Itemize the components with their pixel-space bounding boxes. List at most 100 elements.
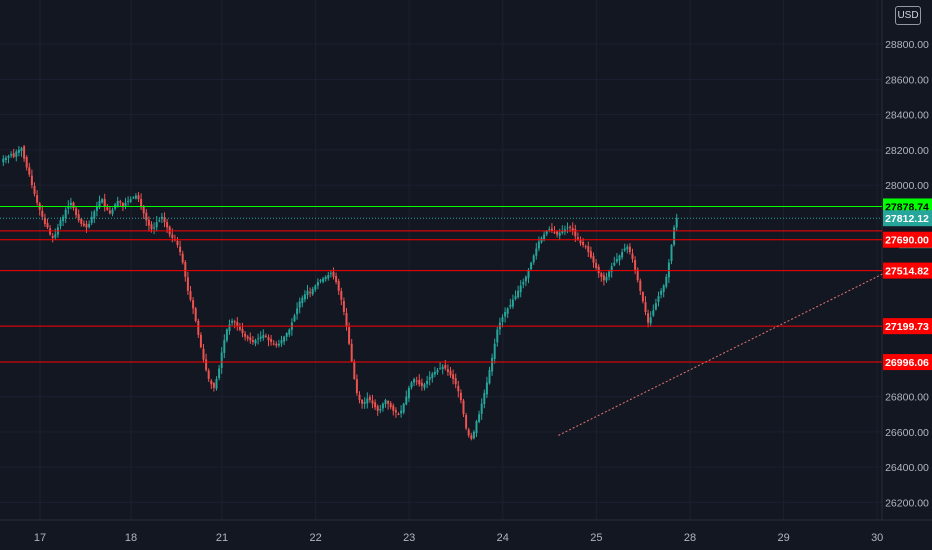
candle-body	[600, 273, 603, 277]
candle-body	[285, 333, 288, 337]
candle-body	[319, 280, 322, 282]
candle-body	[519, 285, 522, 293]
candle-body	[342, 301, 345, 312]
candle-body	[155, 222, 158, 228]
candle-body	[491, 357, 494, 372]
candle-body	[480, 403, 483, 414]
last-price-badge	[883, 210, 932, 227]
candle-body	[267, 337, 270, 341]
candle-body	[119, 201, 122, 203]
candle-body	[106, 207, 109, 210]
candle-body	[41, 210, 44, 217]
currency-button[interactable]: USD	[895, 6, 921, 25]
candle-body	[478, 414, 481, 422]
y-tick-label: 28600.00	[885, 74, 929, 86]
candle-body	[228, 324, 231, 331]
candle-body	[72, 202, 75, 208]
candle-body	[654, 303, 657, 310]
candle-body	[610, 266, 613, 272]
candle-body	[335, 275, 338, 283]
price-axis-panel[interactable]	[882, 0, 932, 520]
candle-body	[327, 274, 330, 279]
y-tick-label: 28800.00	[885, 39, 929, 51]
candle-body	[374, 402, 377, 408]
candle-body	[376, 406, 379, 411]
candle-body	[579, 240, 582, 244]
candle-body	[639, 280, 642, 291]
candle-body	[527, 269, 530, 278]
candle-body	[275, 343, 278, 346]
candle-body	[522, 282, 525, 285]
candle-body	[621, 252, 624, 258]
level-badge-text: 26996.06	[885, 357, 929, 369]
candle-body	[587, 246, 590, 253]
candle-body	[181, 253, 184, 263]
level-badge-text: 27690.00	[885, 235, 929, 247]
candle-body	[197, 320, 200, 335]
candle-body	[506, 308, 509, 314]
candle-body	[12, 153, 15, 157]
candle-body	[441, 366, 444, 370]
candle-body	[298, 301, 301, 308]
candle-body	[20, 148, 23, 151]
candle-body	[30, 175, 33, 186]
trendline-segment[interactable]	[558, 269, 892, 436]
candle-body	[145, 212, 148, 221]
candle-body	[410, 382, 413, 388]
candle-body	[496, 329, 499, 343]
candle-body	[457, 385, 460, 392]
candle-body	[337, 281, 340, 291]
x-tick-label: 22	[309, 532, 321, 544]
candle-body	[46, 222, 49, 228]
candle-body	[446, 368, 449, 372]
x-tick-label: 28	[684, 532, 696, 544]
candle-body	[280, 340, 283, 344]
candle-body	[532, 255, 535, 263]
candle-body	[236, 322, 239, 327]
candle-body	[574, 229, 577, 237]
candle-body	[345, 312, 348, 327]
candle-body	[415, 380, 418, 382]
candle-body	[140, 199, 143, 207]
candle-body	[475, 421, 478, 434]
candle-body	[626, 246, 629, 250]
candle-body	[257, 338, 260, 340]
candle-body	[124, 202, 127, 207]
candle-body	[244, 333, 247, 337]
candle-body	[363, 401, 366, 404]
candle-body	[192, 300, 195, 309]
candle-body	[428, 377, 431, 380]
candle-body	[101, 199, 104, 203]
candle-body	[225, 329, 228, 341]
candle-body	[595, 262, 598, 268]
candle-body	[582, 241, 585, 246]
candle-body	[59, 220, 62, 227]
candle-body	[589, 251, 592, 258]
candle-body	[62, 216, 65, 222]
candle-body	[592, 256, 595, 263]
candle-body	[420, 382, 423, 387]
last-price-badge-text: 27812.12	[885, 213, 929, 225]
y-tick-label: 26800.00	[885, 392, 929, 404]
y-tick-label: 26200.00	[885, 497, 929, 509]
candle-body	[33, 186, 36, 194]
candle-body	[384, 400, 387, 405]
candle-body	[17, 149, 20, 153]
candle-body	[381, 403, 384, 409]
candle-body	[387, 401, 390, 404]
candle-body	[667, 262, 670, 278]
horizontal-levels[interactable]	[0, 205, 882, 363]
candle-body	[98, 200, 101, 208]
candle-body	[153, 227, 156, 229]
candle-body	[329, 273, 332, 275]
candle-body	[657, 296, 660, 302]
candle-body	[571, 228, 574, 231]
candle-body	[158, 220, 161, 222]
candle-body	[423, 384, 426, 388]
level-badge	[883, 231, 932, 248]
candle-body	[623, 248, 626, 251]
vertical-grid	[39, 0, 878, 520]
candle-body	[569, 226, 572, 228]
